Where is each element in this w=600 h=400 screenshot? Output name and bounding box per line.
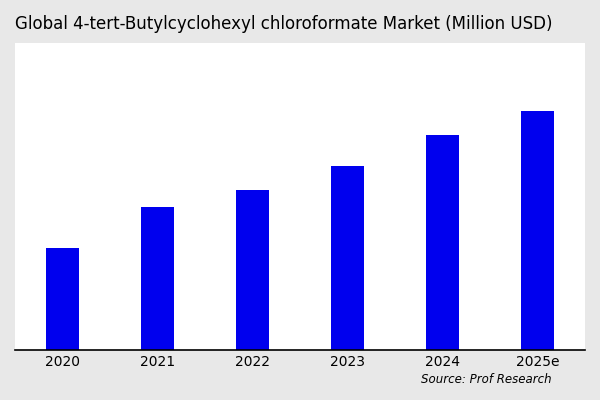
Bar xyxy=(236,190,269,350)
Bar xyxy=(426,135,459,350)
Text: Source: Prof Research: Source: Prof Research xyxy=(421,373,552,386)
Bar xyxy=(521,111,554,350)
Text: Global 4-tert-Butylcyclohexyl chloroformate Market (Million USD): Global 4-tert-Butylcyclohexyl chloroform… xyxy=(15,15,553,33)
Bar xyxy=(141,207,174,350)
Bar xyxy=(331,166,364,350)
Bar xyxy=(46,248,79,350)
